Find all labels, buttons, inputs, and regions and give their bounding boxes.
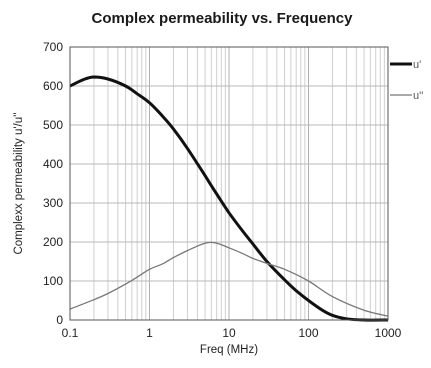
series-line-u-double-prime [69, 241, 389, 317]
y-tick-label: 600 [43, 79, 63, 93]
y-axis-label: Complexx permeability u'/u'' [13, 112, 25, 254]
x-tick-label: 100 [298, 326, 318, 340]
legend: u' u'' [390, 59, 423, 102]
series-line-u-prime [69, 75, 389, 322]
x-tick-label: 10 [222, 326, 236, 340]
x-axis-label: Freq (MHz) [200, 344, 258, 356]
y-tick-label: 700 [43, 40, 63, 54]
x-tick-label: 0.1 [62, 326, 79, 340]
y-tick-label: 300 [43, 196, 63, 210]
y-tick-label: 0 [56, 313, 63, 327]
series-layer [69, 75, 389, 322]
grid [70, 47, 388, 320]
y-tick-label: 200 [43, 235, 63, 249]
x-tick-label: 1000 [375, 326, 402, 340]
legend-label: u'' [413, 90, 423, 102]
plot-frame [69, 46, 389, 321]
y-axis: 0 100 200 300 400 500 600 700 [43, 40, 63, 327]
x-tick-label: 1 [146, 326, 153, 340]
y-tick-label: 400 [43, 157, 63, 171]
y-tick-label: 100 [43, 274, 63, 288]
chart-title: Complex permeability vs. Frequency [92, 10, 354, 27]
legend-label: u' [413, 59, 421, 71]
y-tick-label: 500 [43, 118, 63, 132]
x-axis: 0.1 1 10 100 1000 [62, 326, 402, 340]
